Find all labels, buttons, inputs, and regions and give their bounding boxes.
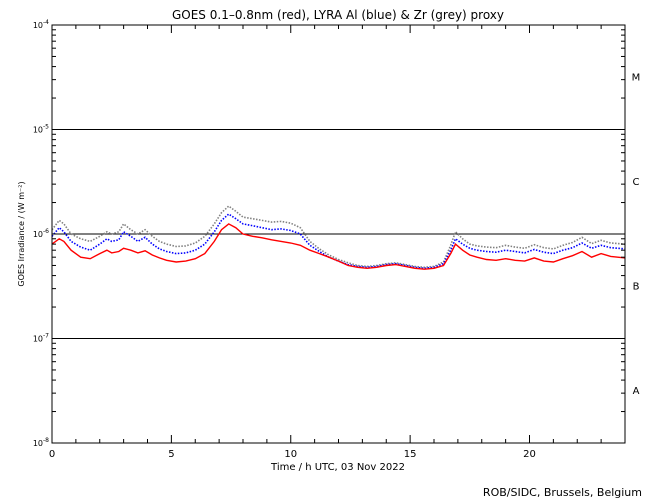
x-tick-label: 10 [284,449,297,460]
x-tick-label: 15 [404,449,417,460]
threshold-lines [52,129,625,339]
y-tick-label: 10-8 [33,437,49,448]
series-goes [51,223,626,270]
x-tick-label: 20 [523,449,536,460]
series-group [51,205,626,270]
x-ticks: 0 5 10 15 20 [49,25,626,460]
x-axis-label: Time / h UTC, 03 Nov 2022 [270,462,405,473]
x-tick-label: 0 [49,449,55,460]
y-tick-label: 10-7 [33,333,49,344]
chart-title: GOES 0.1–0.8nm (red), LYRA Al (blue) & Z… [172,8,504,22]
flare-class-c: C [633,177,640,188]
y-axis-label: GOES Irradiance / (W m⁻²) [17,181,26,286]
y-tick-label: 10-6 [33,228,49,239]
x-tick-label: 5 [168,449,174,460]
plot-frame [51,24,626,444]
flare-class-labels: A B C M [632,73,641,397]
y-tick-label: 10-5 [33,124,49,135]
flare-class-a: A [633,386,640,397]
y-ticks: 10-8 10-7 10-6 10-5 10-4 [33,19,625,448]
flare-class-m: M [632,73,641,84]
credit-text: ROB/SIDC, Brussels, Belgium [483,486,642,499]
y-tick-label: 10-4 [33,19,49,30]
flare-class-b: B [633,282,640,293]
